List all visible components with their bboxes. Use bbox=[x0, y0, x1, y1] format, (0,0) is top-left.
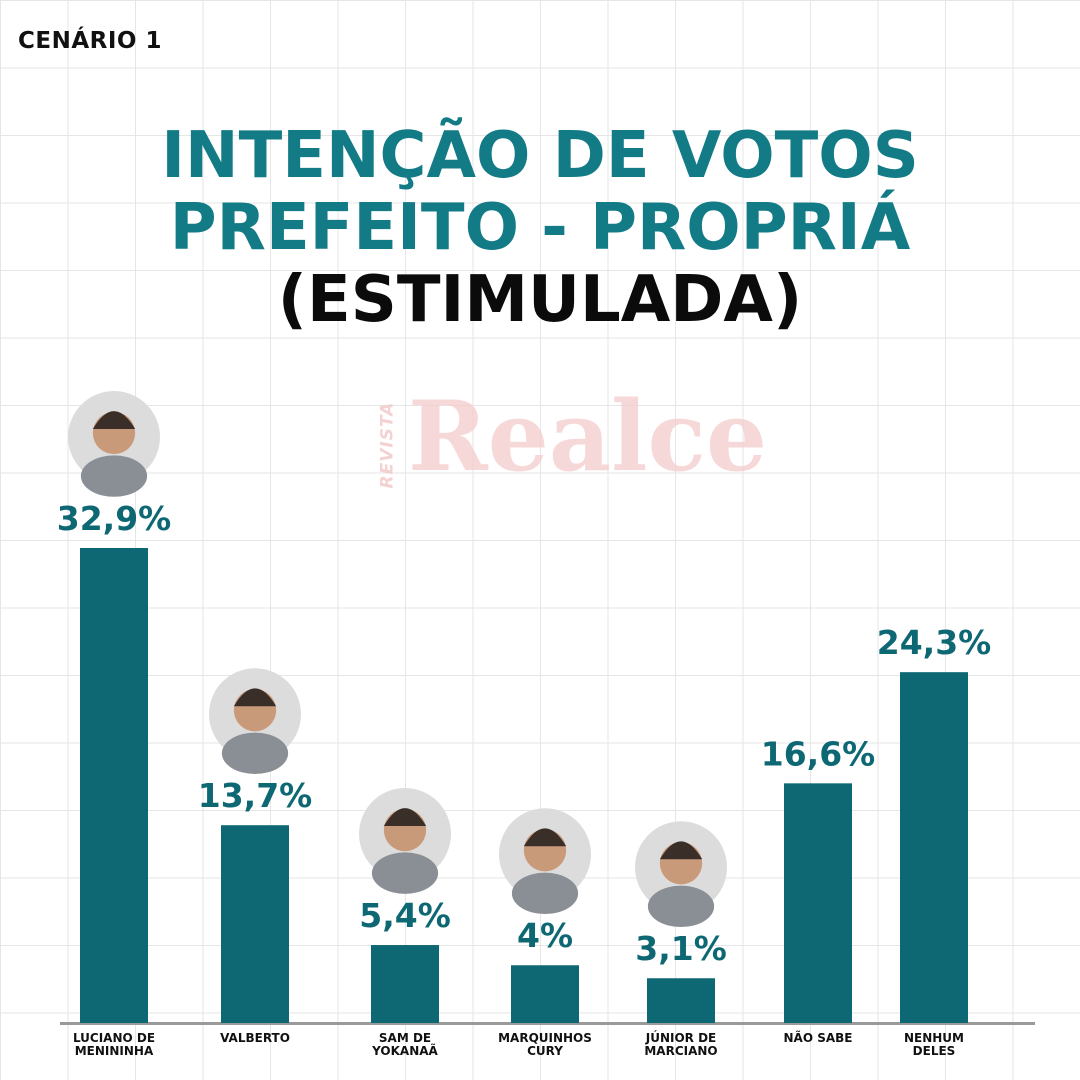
photo-shoulders bbox=[511, 872, 579, 915]
chart-title-line-1: INTENÇÃO DE VOTOS bbox=[161, 119, 919, 193]
photo-hair bbox=[523, 828, 567, 847]
value-label-6: 16,6% bbox=[761, 734, 876, 773]
bar-5 bbox=[647, 978, 715, 1023]
photo-shoulders bbox=[80, 455, 148, 497]
bar-2 bbox=[221, 825, 289, 1023]
chart-title-line-2: PREFEITO - PROPRIÁ bbox=[169, 191, 911, 265]
photo-shoulders bbox=[647, 885, 715, 928]
photo-shoulders bbox=[221, 732, 289, 775]
value-label-3: 5,4% bbox=[359, 896, 451, 935]
candidate-photo-1 bbox=[68, 391, 160, 497]
category-label-2-line-1: VALBERTO bbox=[220, 1031, 290, 1045]
category-label-7-line-2: DELES bbox=[913, 1044, 956, 1058]
category-label-4-line-2: CURY bbox=[527, 1044, 563, 1058]
value-label-7: 24,3% bbox=[877, 623, 992, 662]
photo-hair bbox=[659, 841, 703, 860]
photo-hair bbox=[92, 411, 136, 429]
bar-1 bbox=[80, 548, 148, 1023]
bar-6 bbox=[784, 783, 852, 1023]
photo-hair bbox=[383, 808, 427, 827]
candidate-photo-4 bbox=[499, 808, 591, 915]
value-label-2: 13,7% bbox=[198, 776, 313, 815]
photo-shoulders bbox=[371, 852, 439, 894]
category-label-3-line-1: SAM DE bbox=[379, 1031, 431, 1045]
candidate-photo-3 bbox=[359, 788, 451, 894]
category-label-5-line-1: JÚNIOR DE bbox=[645, 1030, 717, 1045]
candidate-photo-2 bbox=[209, 668, 301, 775]
category-label-7-line-1: NENHUM bbox=[904, 1031, 964, 1045]
chart-title-line-3: (ESTIMULADA) bbox=[277, 263, 803, 337]
value-label-5: 3,1% bbox=[635, 929, 727, 968]
category-label-1-line-1: LUCIANO DE bbox=[73, 1031, 155, 1045]
scenario-label: CENÁRIO 1 bbox=[18, 28, 162, 54]
category-label-4-line-1: MARQUINHOS bbox=[498, 1031, 592, 1045]
bar-4 bbox=[511, 965, 579, 1023]
bar-3 bbox=[371, 945, 439, 1023]
category-label-3-line-2: YOKANAÃ bbox=[371, 1043, 438, 1058]
watermark-main-text: Realce bbox=[408, 380, 768, 493]
value-label-1: 32,9% bbox=[57, 499, 172, 538]
category-label-5-line-2: MARCIANO bbox=[644, 1044, 717, 1058]
candidate-photo-5 bbox=[635, 821, 727, 928]
category-label-1-line-2: MENININHA bbox=[75, 1044, 154, 1058]
category-label-6-line-1: NÃO SABE bbox=[784, 1030, 853, 1045]
photo-hair bbox=[233, 688, 277, 707]
value-label-4: 4% bbox=[517, 916, 573, 955]
bar-7 bbox=[900, 672, 968, 1023]
watermark-logo: REVISTA Realce bbox=[377, 389, 767, 505]
